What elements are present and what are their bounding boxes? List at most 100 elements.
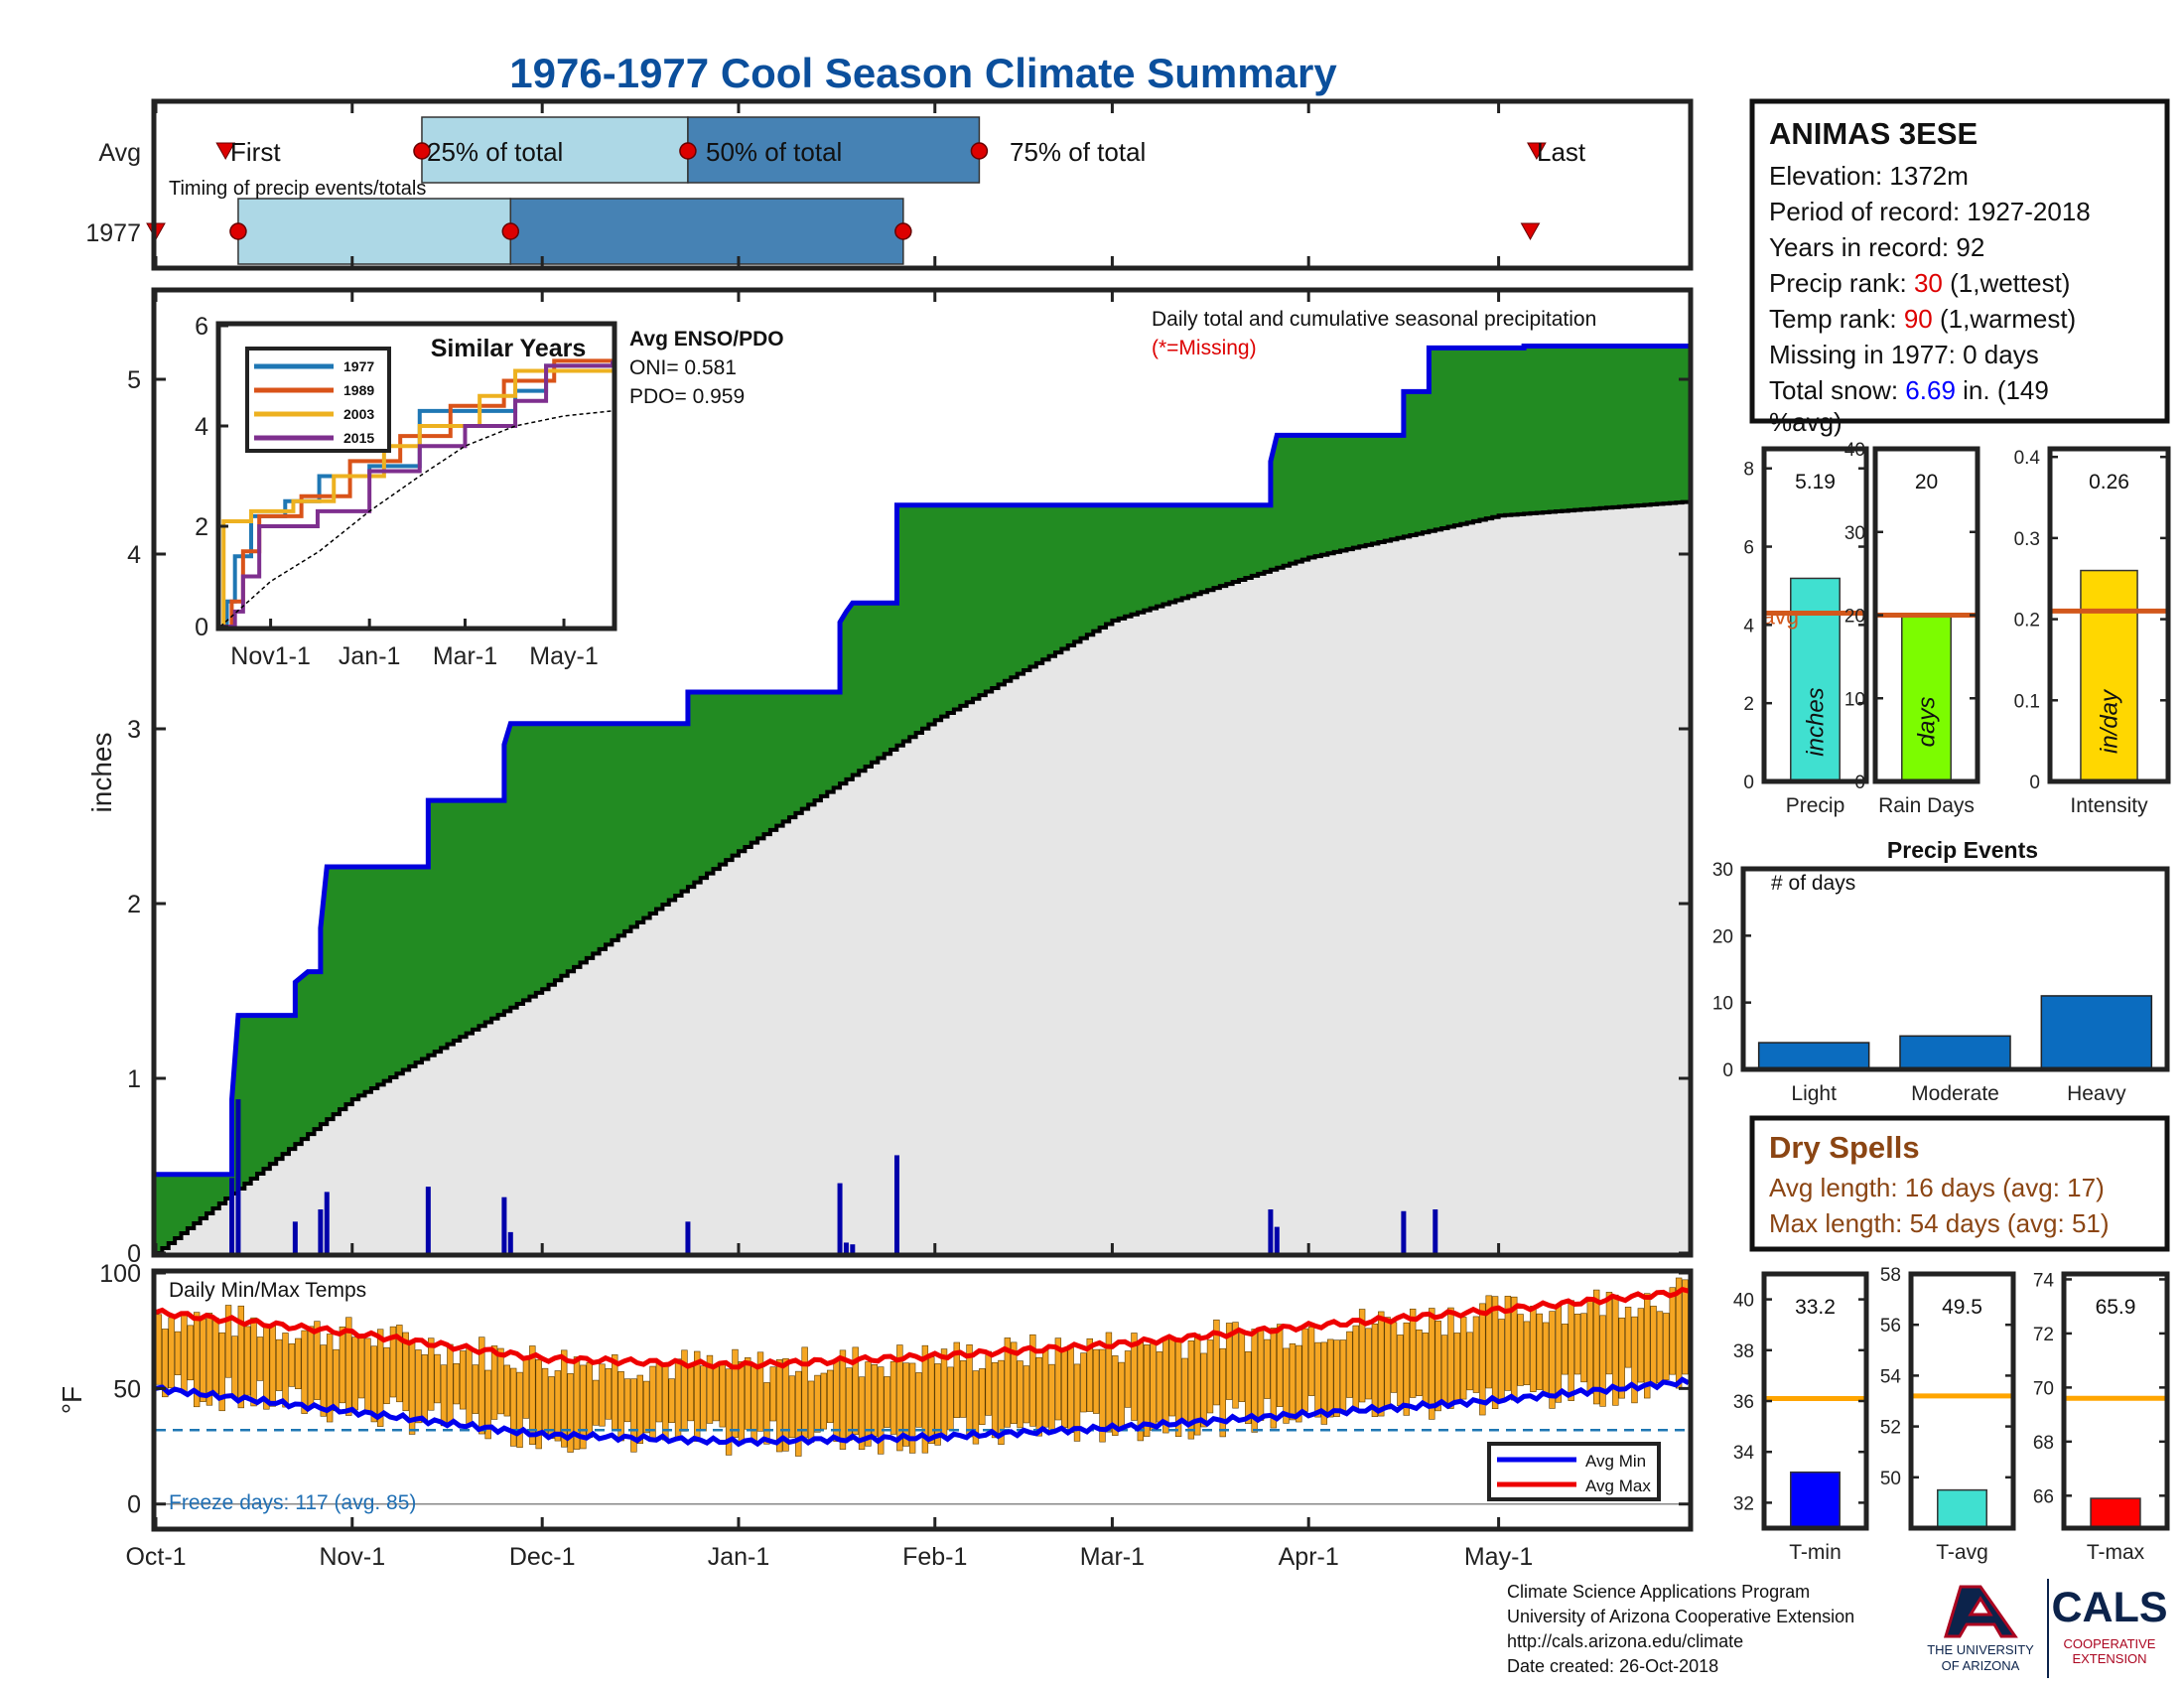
events-subtitle: # of days xyxy=(1771,872,1855,895)
daily-temp-bar xyxy=(668,1378,675,1423)
dry-spells-avg: Avg length: 16 days (avg: 17) xyxy=(1769,1173,2105,1202)
mini-chart-unit-label: days xyxy=(1914,697,1941,748)
daily-temp-bar xyxy=(1624,1307,1632,1368)
mini-chart-y-tick-label: 74 xyxy=(2033,1270,2055,1291)
summary-mini-charts: avg5.1902468inchesPrecip20010203040daysR… xyxy=(1712,440,2171,1564)
inset-y-tick-label: 6 xyxy=(195,313,208,341)
daily-precip-bar xyxy=(1433,1209,1438,1253)
daily-temp-bar xyxy=(871,1363,879,1437)
daily-temp-bar xyxy=(865,1361,872,1447)
daily-precip-bar xyxy=(229,1178,235,1253)
precip-frame xyxy=(151,287,1694,1258)
daily-temp-bar xyxy=(889,1361,897,1435)
daily-temp-bar xyxy=(1466,1332,1473,1391)
daily-temp-bar xyxy=(573,1356,581,1450)
daily-temp-bar xyxy=(1447,1307,1454,1409)
footer-line-university: University of Arizona Cooperative Extens… xyxy=(1507,1607,1854,1626)
daily-precip-bar xyxy=(1268,1209,1274,1253)
cumulative-average-area xyxy=(156,501,1689,1253)
daily-temp-bar xyxy=(1631,1316,1638,1404)
timing-avg-75-marker xyxy=(970,142,989,160)
daily-temp-bar xyxy=(756,1351,764,1432)
precip-events-y-tick-label: 30 xyxy=(1712,860,1733,881)
daily-temp-bar xyxy=(396,1325,403,1403)
daily-temp-bar xyxy=(1498,1319,1505,1403)
timing-1977-box-25-50 xyxy=(509,198,904,265)
timing-panel: Avg 1977 Timing of precip events/totals … xyxy=(85,98,1694,271)
daily-precip-bar xyxy=(235,1099,241,1253)
daily-temp-bar xyxy=(516,1371,523,1449)
daily-temp-bar xyxy=(1238,1332,1246,1402)
precip-events-y-tick-label: 10 xyxy=(1712,994,1733,1015)
avg-max-line xyxy=(155,1286,1690,1370)
daily-temp-bar xyxy=(1562,1324,1569,1375)
mini-chart-value-label: 33.2 xyxy=(1795,1296,1836,1319)
timing-label-50: 50% of total xyxy=(706,137,842,167)
precip-events-bar-heavy xyxy=(2040,995,2153,1070)
mini-chart-t-min: 33.2 32 34 36 38 40 T-min xyxy=(1733,1271,1869,1564)
station-snow: Total snow: 6.69 in. (149 xyxy=(1769,375,2049,405)
month-tick-label: Mar-1 xyxy=(1080,1543,1145,1571)
timing-1977-25-marker xyxy=(501,222,520,240)
mini-chart-background xyxy=(2064,1274,2167,1528)
daily-temp-bar xyxy=(205,1313,213,1406)
daily-temp-bar xyxy=(1206,1339,1214,1414)
month-tick-label: Dec-1 xyxy=(509,1543,576,1571)
mini-chart-y-tick-label: 4 xyxy=(1743,616,1754,636)
precip-events-y-tick-label: 0 xyxy=(1722,1060,1733,1081)
daily-temp-bar xyxy=(314,1321,321,1400)
daily-temp-bar xyxy=(1472,1316,1480,1393)
daily-temp-bar xyxy=(738,1360,746,1445)
daily-temp-bar xyxy=(592,1379,600,1426)
figure-title: 1976-1977 Cool Season Climate Summary xyxy=(509,50,1337,96)
daily-temp-bar xyxy=(383,1346,390,1405)
mini-chart-y-tick-label: 32 xyxy=(1733,1493,1754,1514)
precip-panel: 0 1 2 3 4 5 inches Daily total and cumulative… xyxy=(86,287,1694,1268)
daily-temp-bar xyxy=(1187,1340,1195,1440)
daily-temp-bar xyxy=(1390,1322,1398,1393)
daily-temp-bar xyxy=(434,1353,441,1404)
daily-temp-bar xyxy=(1276,1324,1284,1407)
daily-temp-bar xyxy=(1440,1335,1448,1405)
precip-y-tick-label: 1 xyxy=(127,1065,141,1093)
mini-chart-y-tick-label: 72 xyxy=(2033,1325,2054,1345)
daily-temp-bar xyxy=(1213,1319,1220,1406)
mini-chart-y-tick-label: 2 xyxy=(1743,694,1754,715)
daily-temp-bar xyxy=(1150,1342,1157,1431)
daily-temp-bar xyxy=(440,1364,448,1427)
mini-chart-y-tick-label: 0 xyxy=(2029,773,2040,793)
mini-chart-frame xyxy=(1761,446,1869,784)
daily-temp-bar xyxy=(478,1336,485,1435)
timing-1977-50-marker xyxy=(894,222,912,240)
daily-temp-bar xyxy=(162,1329,169,1398)
mini-chart-y-tick-label: 68 xyxy=(2033,1433,2054,1454)
legend-avg-min: Avg Min xyxy=(1585,1452,1646,1471)
daily-precip-bar xyxy=(843,1242,849,1253)
dry-spells-max: Max length: 54 days (avg: 51) xyxy=(1769,1208,2110,1238)
mini-chart-rain-days: 20 0 10 20 30 40 days Rain Days xyxy=(1844,440,1980,817)
daily-temp-bar xyxy=(801,1346,808,1439)
daily-temp-bar xyxy=(1409,1308,1417,1398)
daily-temp-bar xyxy=(902,1362,909,1447)
daily-temp-bar xyxy=(490,1345,498,1420)
daily-temp-bar xyxy=(1011,1341,1018,1424)
daily-temp-bar xyxy=(1650,1306,1657,1385)
daily-temp-bar xyxy=(1542,1322,1550,1397)
daily-temp-bar xyxy=(807,1380,815,1443)
daily-precip-bar xyxy=(685,1221,691,1253)
daily-temp-bar xyxy=(1485,1295,1492,1389)
daily-temp-bar xyxy=(428,1337,435,1411)
daily-temp-bar xyxy=(282,1333,289,1408)
daily-temp-bar xyxy=(231,1336,238,1398)
daily-temp-bar xyxy=(1327,1338,1334,1418)
daily-temp-bar xyxy=(826,1369,834,1424)
timing-label-25: 25% of total xyxy=(427,137,563,167)
daily-temp-bar xyxy=(1429,1308,1435,1420)
mini-chart-y-tick-label: 0.4 xyxy=(2014,448,2041,469)
daily-temp-bar xyxy=(237,1305,245,1409)
precip-y-tick-label: 5 xyxy=(127,366,141,394)
daily-temp-bar xyxy=(795,1370,802,1457)
daily-temp-bar xyxy=(719,1360,726,1428)
daily-temp-bar xyxy=(1156,1351,1163,1423)
